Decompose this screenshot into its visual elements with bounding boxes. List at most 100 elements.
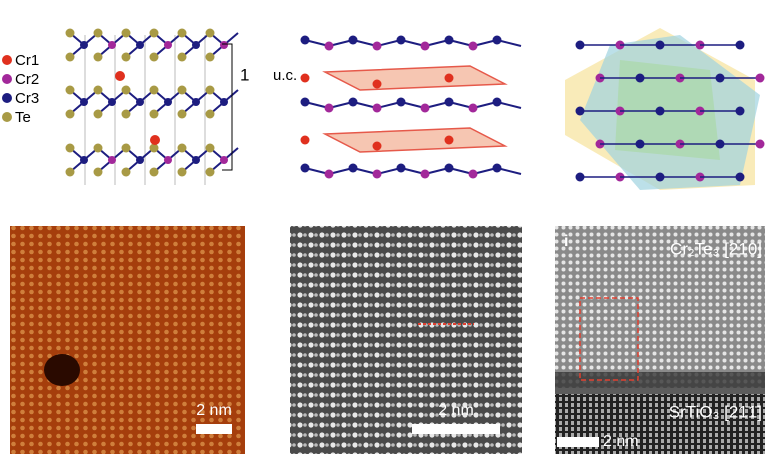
atom [468,103,478,113]
atom [121,28,131,38]
atom [220,98,228,106]
atom [735,106,745,116]
crystal-structure [65,28,239,185]
atom [149,85,159,95]
atom [177,85,187,95]
hex-green [615,60,720,160]
atom [177,28,187,38]
atom [372,141,382,151]
atom [192,156,200,164]
scale-bracket [222,43,233,171]
atom [348,35,358,45]
atom [80,98,88,106]
atom [755,73,765,83]
atom [93,109,103,119]
atom [192,98,200,106]
legend-label: Te [15,109,31,126]
scale-bar [196,424,232,434]
atom [420,41,430,51]
atom [205,143,215,153]
atom [324,103,334,113]
tem-image [290,226,522,454]
atom [324,169,334,179]
atom [444,163,454,173]
scale-bar [412,424,500,434]
atom [65,109,75,119]
atom [444,97,454,107]
atom [121,109,131,119]
atom [420,169,430,179]
atom [93,167,103,177]
atom [205,28,215,38]
legend-swatch [2,93,12,103]
atom [300,163,310,173]
atom [164,41,172,49]
legend-label: Cr2 [15,71,39,88]
atom [164,156,172,164]
atom [93,143,103,153]
atom [325,142,334,151]
atom [325,80,334,89]
layer-structure [300,35,522,179]
atom [115,71,125,81]
scale-label: 1 [240,65,249,84]
atom [396,97,406,107]
legend-swatch [2,74,12,84]
atom [136,156,144,164]
atom [65,28,75,38]
atom [372,79,382,89]
atom [65,143,75,153]
legend: Cr1 Cr2 Cr3 Te [2,52,39,126]
legend-swatch [2,55,12,65]
stm-shade [10,226,245,454]
atom [348,97,358,107]
atom [300,135,310,145]
atom [149,28,159,38]
atom [149,143,159,153]
atom [755,139,765,149]
atom [300,73,310,83]
atom [192,41,200,49]
atom [735,40,745,50]
atom [80,156,88,164]
atom [420,103,430,113]
atom [348,163,358,173]
atom [372,169,382,179]
atom [136,41,144,49]
atom [372,103,382,113]
atom [444,73,454,83]
atom [121,167,131,177]
atom [444,35,454,45]
atom [492,97,502,107]
atom [177,109,187,119]
atom [93,85,103,95]
atom [396,35,406,45]
atom [492,163,502,173]
legend-label: Cr3 [15,90,39,107]
layer-label: u.c. [273,67,297,84]
plane [322,127,508,153]
legend-label: Cr1 [15,52,39,69]
atom [205,52,215,62]
atom [177,167,187,177]
atom [177,143,187,153]
atom [150,135,160,145]
atom [65,167,75,177]
scale-bar [557,437,599,447]
atom [220,41,228,49]
atom [164,98,172,106]
atom [149,167,159,177]
atom [108,98,116,106]
panel-label: i [564,233,568,250]
atom [220,156,228,164]
atom [93,52,103,62]
scale-label: 2 nm [196,402,232,419]
legend-swatch [2,112,12,122]
atom [65,85,75,95]
atom [492,35,502,45]
atom [121,85,131,95]
atom [300,35,310,45]
atom [444,135,454,145]
atom [121,52,131,62]
